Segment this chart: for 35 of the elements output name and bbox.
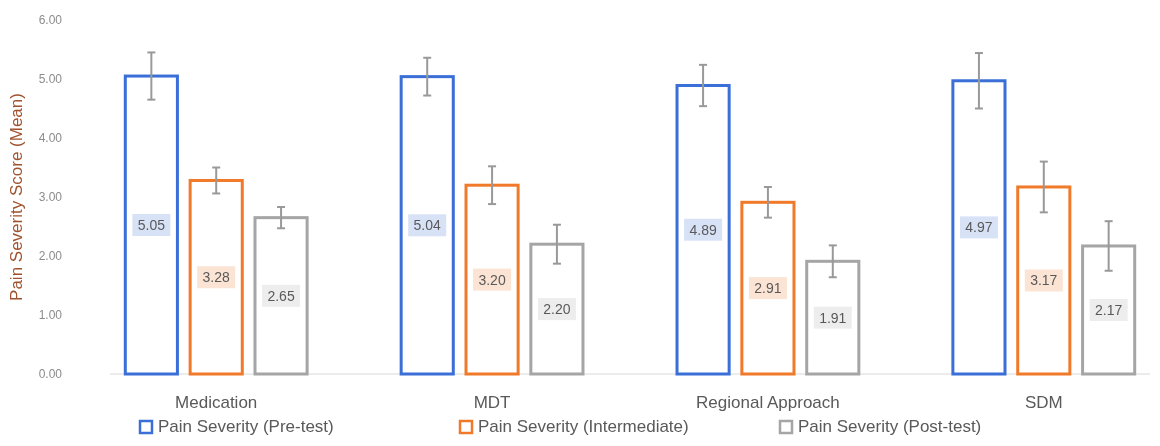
x-tick-label: MDT	[473, 393, 511, 412]
data-label: 2.91	[754, 280, 782, 297]
bar	[464, 183, 520, 376]
y-tick-label: 3.00	[38, 190, 63, 204]
bar	[740, 200, 796, 376]
bar	[951, 79, 1007, 376]
legend-label: Pain Severity (Intermediate)	[478, 417, 689, 436]
y-tick-label: 4.00	[38, 131, 63, 145]
data-label: 4.89	[689, 221, 717, 238]
data-label: 2.17	[1095, 301, 1123, 318]
data-label: 2.65	[267, 287, 295, 304]
data-label: 4.97	[965, 219, 993, 236]
legend-label: Pain Severity (Post-test)	[798, 417, 982, 436]
y-tick-label: 6.00	[38, 13, 63, 27]
y-tick-label: 1.00	[38, 308, 63, 322]
data-label: 2.20	[543, 301, 571, 318]
bar	[399, 75, 455, 376]
x-tick-label: Regional Approach	[696, 393, 840, 412]
data-label: 3.28	[202, 269, 231, 286]
data-label: 3.17	[1030, 272, 1058, 289]
bar	[188, 178, 244, 376]
data-label: 3.20	[478, 271, 506, 288]
legend-label: Pain Severity (Pre-test)	[158, 417, 334, 436]
y-tick-label: 5.00	[38, 72, 63, 86]
data-label: 5.05	[137, 217, 166, 234]
y-axis-title: Pain Severity Score (Mean)	[7, 93, 26, 301]
bar	[1016, 185, 1072, 376]
bar	[675, 83, 731, 376]
y-tick-label: 2.00	[38, 249, 63, 263]
data-label: 1.91	[819, 309, 847, 326]
data-label: 5.04	[413, 217, 442, 234]
x-tick-label: SDM	[1024, 393, 1063, 412]
x-tick-label: Medication	[175, 393, 258, 412]
y-tick-label: 0.00	[38, 367, 63, 381]
bar	[123, 74, 179, 376]
